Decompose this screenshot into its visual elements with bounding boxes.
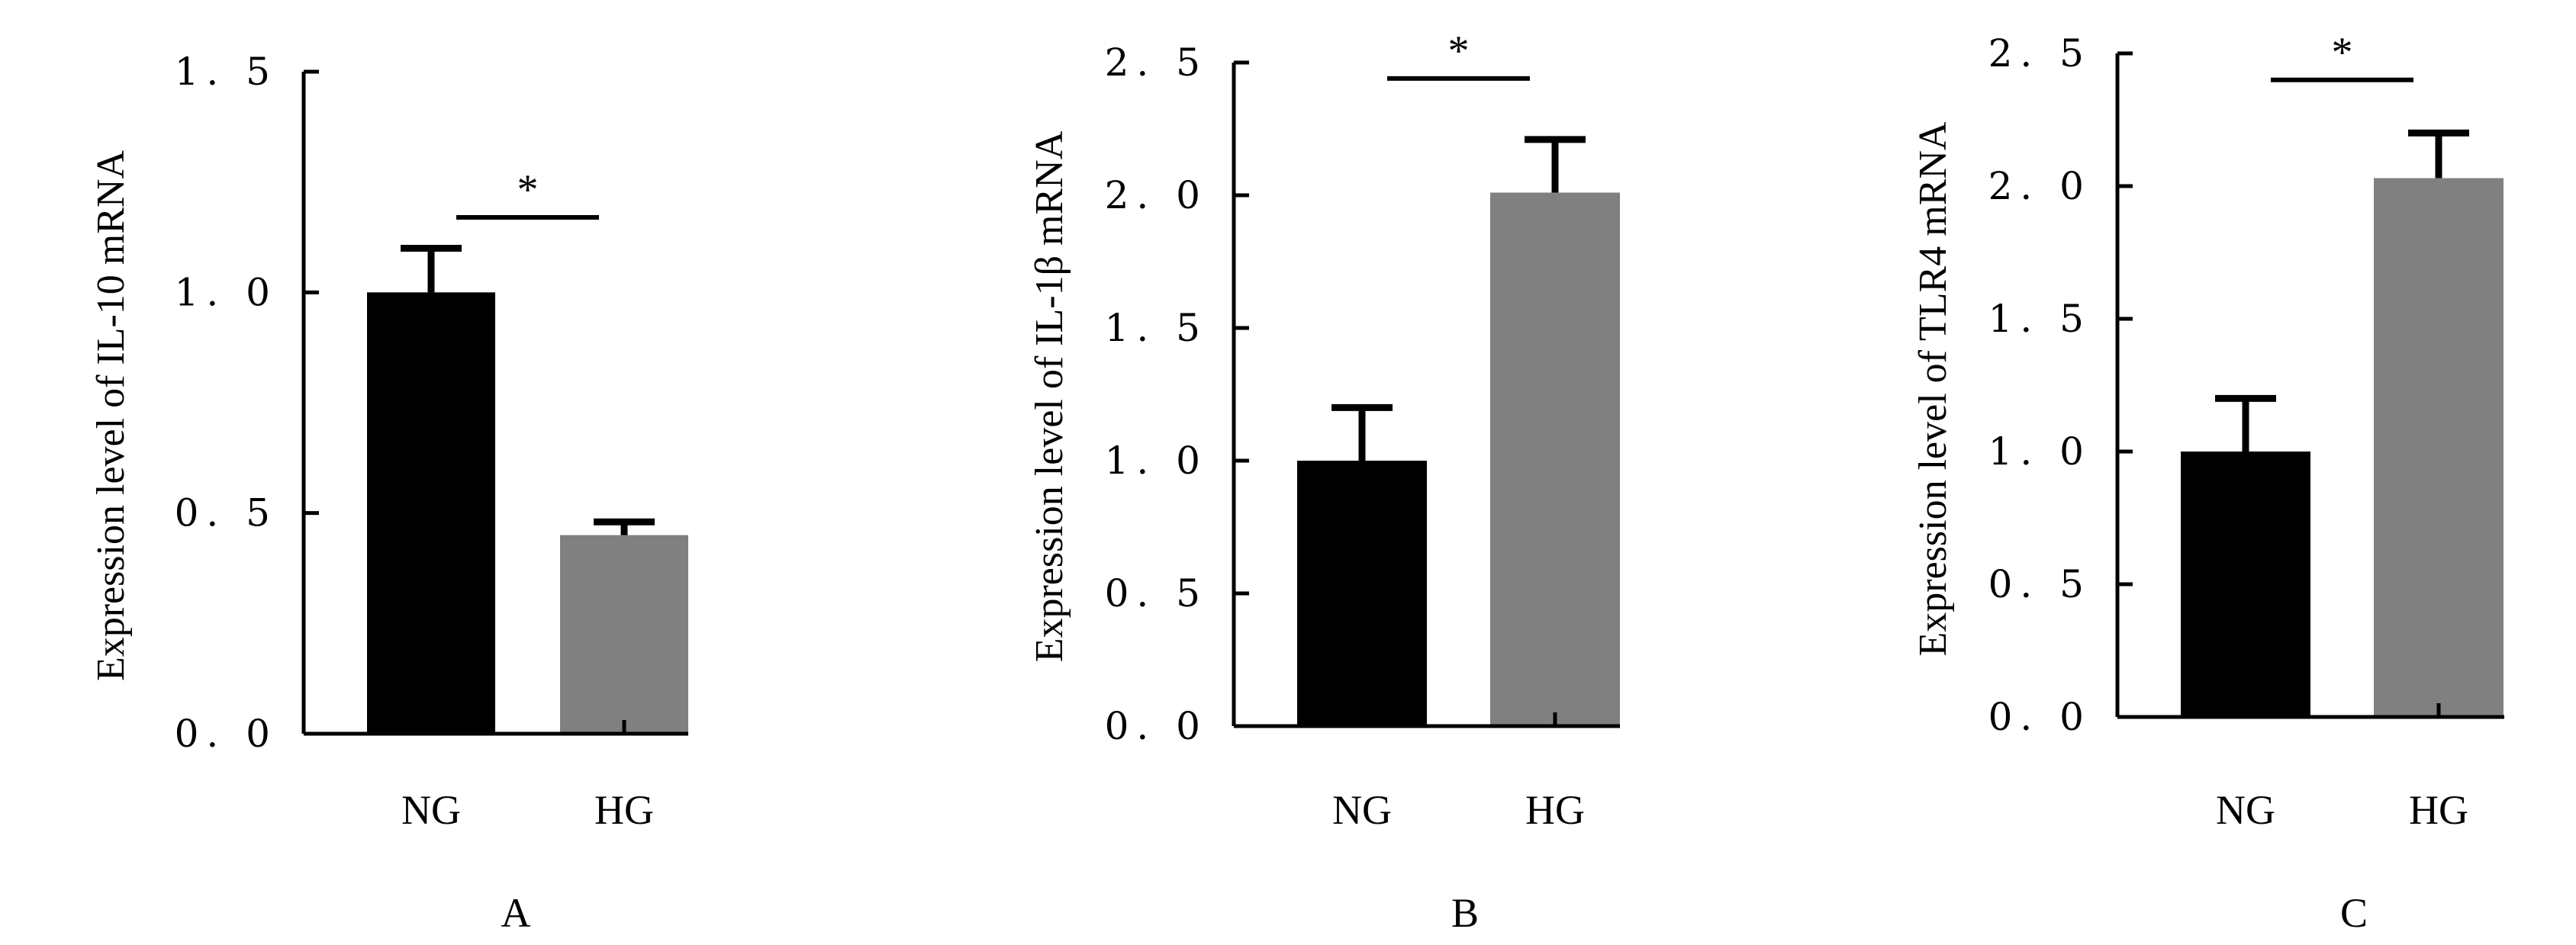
significance-marker: * xyxy=(1448,27,1470,75)
y-tick-label: 0. 0 xyxy=(175,712,278,756)
x-tick-label-ng: NG xyxy=(2216,787,2275,833)
panel-b: NG HG 0. 0 0. 5 1. 0 1. 5 2. 0 2. 5 Expression l… xyxy=(1028,27,1620,936)
y-tick-label: 1. 0 xyxy=(175,270,278,314)
panel-c: NG HG 0. 0 0. 5 1. 0 1. 5 2. 0 2. 5 Expression l… xyxy=(1911,29,2504,936)
y-tick-label: 2. 5 xyxy=(1105,40,1208,85)
x-tick-label-ng: NG xyxy=(401,787,461,833)
y-tick-label: 1. 5 xyxy=(175,50,278,94)
y-tick-label: 1. 0 xyxy=(1105,439,1208,483)
x-tick-label-hg: HG xyxy=(1525,787,1585,833)
x-tick-label-hg: HG xyxy=(594,787,654,833)
y-tick-label: 2. 0 xyxy=(1105,173,1208,217)
bar-ng xyxy=(1297,461,1427,726)
y-tick-label: 1. 5 xyxy=(1988,297,2091,341)
panel-label: B xyxy=(1451,890,1479,936)
bar-hg xyxy=(560,535,688,734)
bar-ng xyxy=(2181,452,2310,717)
y-tick-label: 0. 0 xyxy=(1105,704,1208,748)
significance-marker: * xyxy=(517,166,539,214)
y-tick-label: 1. 5 xyxy=(1105,306,1208,350)
bar-hg xyxy=(2374,178,2504,717)
y-axis-label: Expression level of TLR4 mRNA xyxy=(1911,121,1955,656)
y-axis-label: Expression level of IL-1β mRNA xyxy=(1028,130,1071,662)
x-tick-label-ng: NG xyxy=(1332,787,1392,833)
significance-marker: * xyxy=(2332,29,2353,76)
y-tick-label: 1. 0 xyxy=(1988,429,2091,474)
panel-label: A xyxy=(501,890,531,936)
y-tick-label: 2. 5 xyxy=(1988,31,2091,76)
panel-a: NG HG 0. 0 0. 5 1. 0 1. 5 Expression level of … xyxy=(89,50,688,936)
y-axis-label: Expression level of IL-10 mRNA xyxy=(89,150,133,682)
bar-hg xyxy=(1490,192,1620,726)
y-tick-label: 0. 5 xyxy=(1988,562,2091,606)
y-tick-label: 0. 0 xyxy=(1988,695,2091,739)
x-tick-label-hg: HG xyxy=(2409,787,2468,833)
panel-label: C xyxy=(2340,890,2368,936)
y-tick-label: 0. 5 xyxy=(175,491,278,535)
bar-ng xyxy=(367,292,495,734)
y-tick-label: 0. 5 xyxy=(1105,571,1208,616)
y-tick-label: 2. 0 xyxy=(1988,164,2091,208)
